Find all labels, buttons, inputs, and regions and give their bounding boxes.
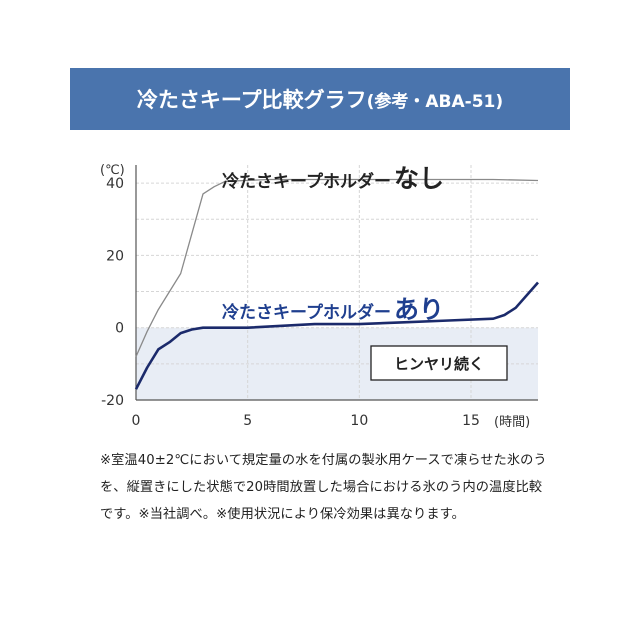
title-banner: 冷たさキープ比較グラフ (参考・ABA-51): [70, 68, 570, 130]
y-tick-label: 20: [106, 248, 124, 264]
annotation-text: ヒンヤリ続く: [394, 355, 484, 373]
annotation-box: [370, 345, 508, 381]
x-tick-label: 15: [462, 413, 480, 429]
chart-subtitle: (参考・ABA-51): [366, 91, 504, 112]
series-label-main: 冷たさキープホルダー: [222, 302, 391, 323]
x-tick-label: 5: [243, 413, 252, 429]
series-label-emph: なし: [394, 164, 444, 193]
x-tick-label: 10: [350, 413, 368, 429]
x-axis-unit: (時間): [494, 415, 530, 430]
y-axis-unit: (℃): [100, 163, 125, 178]
chart-title: 冷たさキープ比較グラフ: [136, 88, 367, 112]
x-tick-label: 0: [132, 413, 141, 429]
series-line-1: [135, 178, 539, 357]
y-tick-label: 0: [115, 321, 124, 337]
series-line-2: [134, 281, 539, 390]
series-label-main: 冷たさキープホルダー: [222, 171, 391, 192]
series-label-1: 冷たさキープホルダー なし: [222, 164, 444, 193]
footnote: ※室温40±2℃において規定量の水を付属の製氷用ケースで凍らせた氷のうを、縦置き…: [100, 453, 547, 522]
series-label-emph: あり: [394, 295, 444, 324]
series-label-2: 冷たさキープホルダー あり: [222, 295, 444, 324]
y-tick-label: -20: [101, 393, 124, 409]
y-tick-label: 40: [106, 176, 124, 192]
